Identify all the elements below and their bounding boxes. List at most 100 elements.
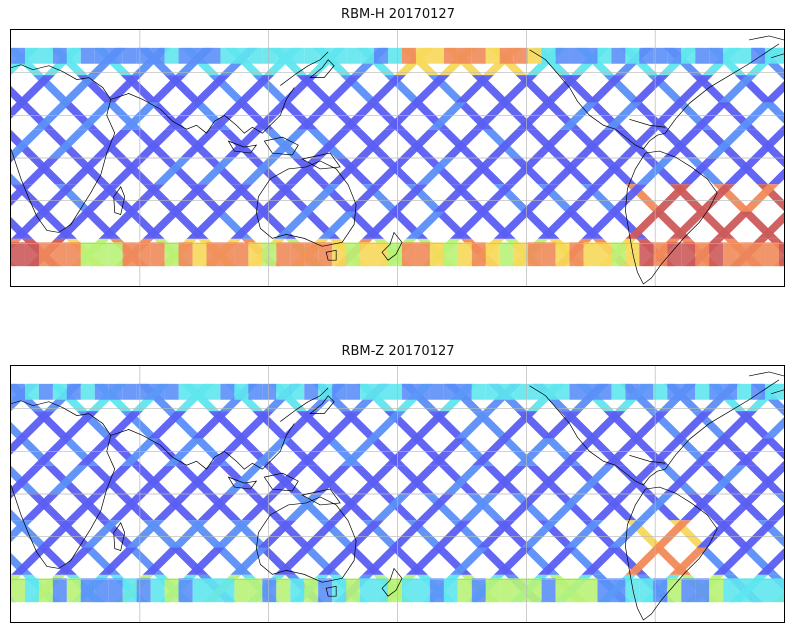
swath-segment: [411, 411, 450, 439]
swath-row-bottom: [597, 242, 612, 267]
swath-row-bottom: [11, 578, 25, 603]
swath-row-top: [220, 383, 235, 400]
swath-row-bottom: [499, 242, 514, 267]
swath-row-bottom: [66, 242, 81, 267]
swath-segment: [329, 157, 368, 185]
swath-row-top: [346, 383, 361, 400]
swath-segment: [543, 411, 582, 439]
swath-segment: [718, 411, 758, 439]
swath-row-bottom: [304, 578, 319, 603]
swath-segment: [625, 211, 664, 239]
swath-segment: [466, 157, 505, 185]
swath-segment: [384, 102, 423, 130]
coastlines: [11, 371, 784, 621]
swath-segment: [60, 411, 99, 439]
swath-segment: [515, 102, 555, 130]
swath-row-bottom: [443, 578, 458, 603]
swath-segment: [142, 211, 182, 239]
swath-segment: [197, 157, 236, 185]
swath-row-top: [611, 47, 626, 64]
swath-segment: [175, 465, 214, 494]
coastline: [280, 51, 329, 86]
swath-row-bottom: [429, 242, 444, 267]
swath-segment: [389, 184, 428, 212]
swath-row-top: [290, 47, 305, 64]
swath-segment: [499, 411, 538, 439]
swath-row-bottom: [457, 578, 472, 603]
swath-row-bottom: [94, 242, 109, 267]
swath-segment: [735, 438, 774, 466]
coastline: [263, 136, 299, 156]
swath-row-top: [80, 47, 95, 64]
swath-segment: [779, 75, 784, 81]
coastline: [325, 585, 337, 597]
swath-segment: [54, 547, 94, 575]
swath-row-top: [499, 383, 514, 400]
swath-segment: [301, 520, 341, 548]
swath-row-top: [485, 47, 500, 64]
swath-segment: [181, 129, 220, 158]
swath-segment: [444, 465, 483, 494]
swath-segment: [460, 157, 500, 185]
map-rbm-z: [10, 365, 785, 623]
swath-segment: [707, 465, 747, 494]
swath-segment: [663, 465, 703, 494]
swath-row-top: [541, 383, 556, 400]
swath-row-bottom: [639, 242, 654, 267]
swath-row-bottom: [136, 242, 151, 267]
swath-segment: [340, 102, 379, 130]
swath-row-bottom: [388, 242, 402, 267]
coastline: [615, 128, 666, 150]
swath-segment: [257, 184, 297, 212]
coastline: [110, 423, 295, 470]
swath-row-bottom: [150, 578, 165, 603]
swath-segment: [148, 75, 187, 103]
swath-segment: [532, 129, 571, 158]
coastline: [629, 454, 666, 464]
swath-segment: [257, 520, 297, 548]
swath-row-top: [276, 383, 291, 400]
coastline: [301, 488, 341, 506]
swath-row-top: [457, 47, 472, 64]
coastline: [625, 150, 718, 285]
swath-segment: [757, 212, 784, 239]
swath-row-bottom: [164, 242, 179, 267]
swath-row-bottom: [276, 578, 291, 603]
swath-row-top: [415, 383, 430, 400]
swath-segment: [318, 211, 357, 239]
swath-row-top: [401, 383, 416, 400]
swath-row-bottom: [262, 578, 277, 603]
swath-segment: [718, 75, 758, 103]
swath-row-top: [206, 383, 221, 400]
swath-row-bottom: [737, 242, 752, 267]
swath-segment: [455, 411, 494, 439]
swath-segment: [680, 493, 719, 521]
swath-segment: [619, 129, 659, 158]
swath-row-top: [597, 383, 612, 400]
swath-segment: [301, 184, 341, 212]
swath-segment: [724, 157, 763, 185]
swath-segment: [619, 465, 659, 494]
swath-segment: [587, 411, 626, 439]
swath-row-top: [164, 47, 179, 64]
swath-segment: [241, 493, 280, 521]
swath-row-bottom: [541, 578, 556, 603]
swath-row-bottom: [569, 578, 584, 603]
swath-row-bottom: [499, 578, 514, 603]
swath-row-bottom: [122, 578, 137, 603]
swath-segment: [356, 129, 396, 158]
swath-segment: [175, 129, 214, 158]
swath-row-top: [681, 47, 696, 64]
swath-row-bottom: [220, 242, 235, 267]
swath-segment: [32, 102, 72, 130]
swath-segment: [186, 211, 225, 239]
swath-segment: [98, 211, 138, 239]
swath-segment: [751, 129, 784, 158]
swath-row-top: [52, 383, 67, 400]
swath-row-top: [667, 47, 682, 64]
swath-segment: [581, 211, 620, 239]
coastline: [256, 160, 357, 247]
swath-row-bottom: [765, 578, 780, 603]
swath-segment: [608, 184, 648, 212]
swath-segment: [504, 493, 544, 521]
